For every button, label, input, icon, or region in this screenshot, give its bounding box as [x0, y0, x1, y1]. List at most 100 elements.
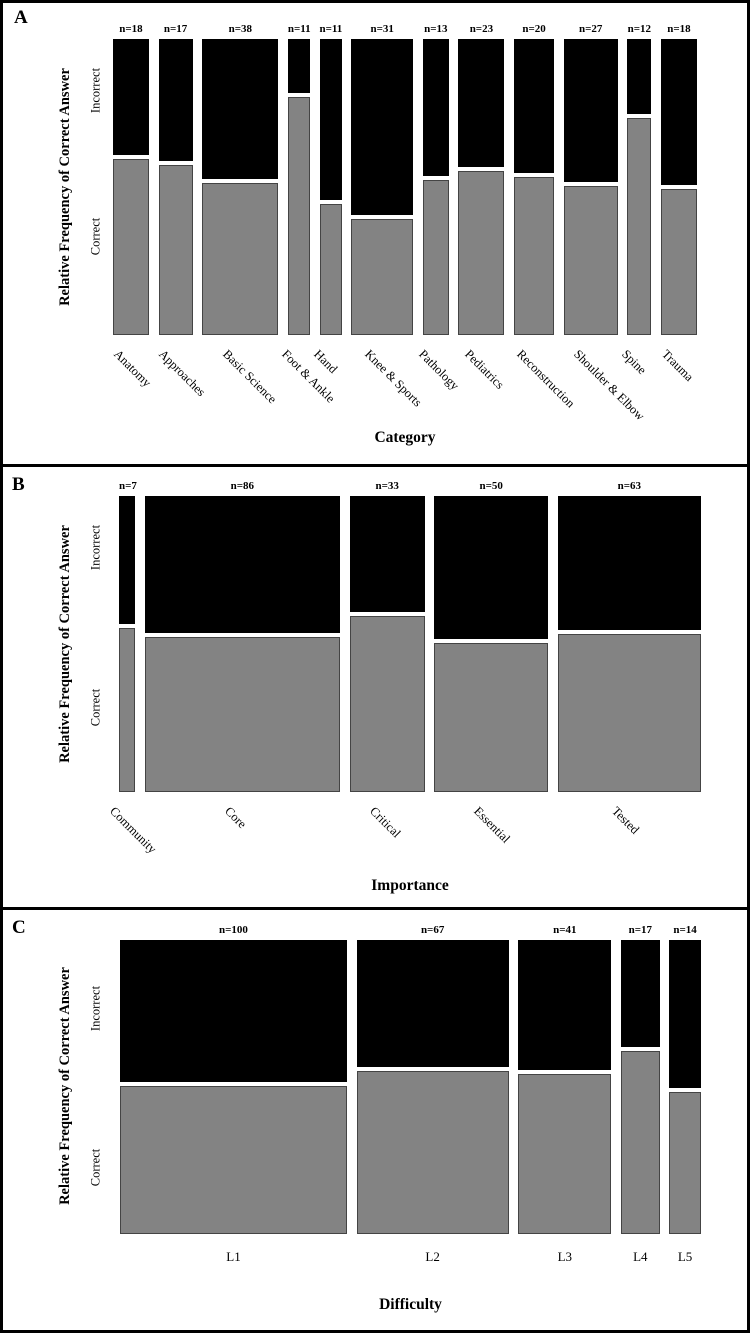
- panel-c: C Relative Frequency of Correct Answer I…: [3, 910, 747, 1324]
- panel-b: B Relative Frequency of Correct Answer I…: [3, 467, 747, 910]
- category-label: L3: [557, 1249, 573, 1264]
- category-label: Pathology: [415, 347, 462, 393]
- mosaic-correct-segment: [514, 177, 555, 335]
- mosaic-incorrect-segment: [434, 496, 549, 639]
- panel-a: A Relative Frequency of Correct Answer I…: [3, 3, 747, 467]
- mosaic-incorrect-segment: [557, 496, 701, 630]
- panel-c-bars: n=100 L1 n=67 L2 n=41 L3 n=17 L4 n=14 L5: [120, 924, 701, 1264]
- category-label: Tested: [609, 804, 643, 837]
- mosaic-incorrect-segment: [518, 940, 612, 1070]
- bar-n-label: n=27: [578, 23, 603, 35]
- mosaic-incorrect-segment: [120, 940, 347, 1082]
- mosaic-correct-segment: [202, 183, 279, 335]
- mosaic-incorrect-segment: [287, 39, 310, 93]
- mosaic-incorrect-segment: [356, 940, 509, 1067]
- bar-n-label: n=11: [287, 23, 311, 35]
- bar-n-label: n=100: [219, 924, 248, 936]
- mosaic-incorrect-segment: [351, 39, 414, 215]
- mosaic-correct-segment: [349, 616, 425, 792]
- category-label: L4: [633, 1249, 648, 1264]
- category-label: Essential: [471, 804, 514, 846]
- category-label: Trauma: [659, 347, 697, 385]
- mosaic-incorrect-segment: [627, 39, 652, 114]
- category-label: Reconstruction: [514, 347, 578, 411]
- category-label: Community: [107, 804, 160, 857]
- mosaic-correct-segment: [119, 628, 135, 792]
- panel-b-y-axis-title: Relative Frequency of Correct Answer: [57, 525, 73, 763]
- bar-n-label: n=13: [424, 23, 448, 35]
- mosaic-incorrect-segment: [349, 496, 425, 612]
- bar-n-label: n=63: [617, 480, 642, 492]
- mosaic-incorrect-segment: [422, 39, 449, 176]
- mosaic-incorrect-segment: [158, 39, 193, 161]
- category-label: Pediatrics: [461, 347, 507, 392]
- mosaic-incorrect-segment: [202, 39, 279, 179]
- mosaic-correct-segment: [422, 180, 449, 335]
- panel-b-letter: B: [12, 474, 25, 495]
- bar-n-label: n=50: [479, 480, 503, 492]
- bar-n-label: n=7: [119, 480, 137, 492]
- bar-n-label: n=18: [667, 23, 691, 35]
- mosaic-correct-segment: [661, 189, 697, 335]
- bar-n-label: n=33: [375, 480, 399, 492]
- panel-c-letter: C: [12, 917, 26, 938]
- mosaic-incorrect-segment: [661, 39, 697, 185]
- panel-c-ytick-correct: Correct: [88, 1148, 103, 1187]
- panel-c-y-axis-title: Relative Frequency of Correct Answer: [57, 967, 73, 1205]
- panel-b-bars: n=7 Community n=86 Core n=33 Critical n=50 Esse…: [107, 480, 701, 856]
- mosaic-correct-segment: [319, 204, 342, 335]
- mosaic-correct-segment: [356, 1071, 509, 1234]
- category-label: Anatomy: [111, 347, 154, 390]
- bar-n-label: n=23: [469, 23, 494, 35]
- panel-a-x-axis-title: Category: [374, 429, 436, 446]
- panel-a-letter: A: [14, 7, 28, 28]
- mosaic-incorrect-segment: [563, 39, 618, 182]
- mosaic-incorrect-segment: [119, 496, 135, 624]
- bar-n-label: n=38: [228, 23, 253, 35]
- category-label: L1: [226, 1249, 241, 1264]
- bar-n-label: n=14: [673, 924, 697, 936]
- mosaic-correct-segment: [113, 159, 149, 335]
- panel-a-ytick-correct: Correct: [88, 217, 103, 256]
- mosaic-correct-segment: [621, 1051, 660, 1234]
- category-label: Basic Science: [220, 347, 280, 407]
- category-label: Critical: [367, 804, 404, 841]
- bar-n-label: n=17: [163, 23, 188, 35]
- mosaic-incorrect-segment: [621, 940, 660, 1047]
- category-label: Hand: [310, 347, 340, 377]
- panel-a-y-axis-title: Relative Frequency of Correct Answer: [57, 68, 73, 306]
- mosaic-incorrect-segment: [514, 39, 555, 173]
- panel-b-x-axis-title: Importance: [371, 877, 449, 894]
- mosaic-correct-segment: [351, 219, 414, 335]
- bar-n-label: n=86: [230, 480, 254, 492]
- category-label: Spine: [619, 347, 650, 378]
- mosaic-incorrect-segment: [113, 39, 149, 155]
- panel-c-x-axis-title: Difficulty: [379, 1296, 442, 1313]
- bar-n-label: n=11: [319, 23, 343, 35]
- bar-n-label: n=31: [370, 23, 394, 35]
- panel-a-ytick-incorrect: Incorrect: [88, 67, 103, 114]
- mosaic-correct-segment: [518, 1074, 612, 1234]
- mosaic-correct-segment: [557, 634, 701, 792]
- mosaic-correct-segment: [434, 643, 549, 792]
- category-label: Core: [222, 804, 250, 832]
- category-label: L2: [425, 1249, 440, 1264]
- bar-n-label: n=17: [628, 924, 652, 936]
- mosaic-correct-segment: [287, 97, 310, 335]
- mosaic-incorrect-segment: [458, 39, 505, 167]
- mosaic-correct-segment: [144, 637, 341, 792]
- bar-n-label: n=67: [420, 924, 445, 936]
- panel-b-ytick-correct: Correct: [88, 688, 103, 727]
- mosaic-incorrect-segment: [669, 940, 701, 1088]
- mosaic-incorrect-segment: [144, 496, 341, 633]
- bar-n-label: n=18: [119, 23, 143, 35]
- panel-c-ytick-incorrect: Incorrect: [88, 985, 103, 1032]
- mosaic-correct-segment: [458, 171, 505, 335]
- bar-n-label: n=12: [627, 23, 651, 35]
- category-label: L5: [677, 1249, 693, 1264]
- mosaic-correct-segment: [563, 186, 618, 335]
- panel-a-bars: n=18 Anatomy n=17 Approaches n=38 Basic Scien…: [111, 23, 697, 423]
- bar-n-label: n=20: [522, 23, 546, 35]
- mosaic-correct-segment: [120, 1086, 347, 1234]
